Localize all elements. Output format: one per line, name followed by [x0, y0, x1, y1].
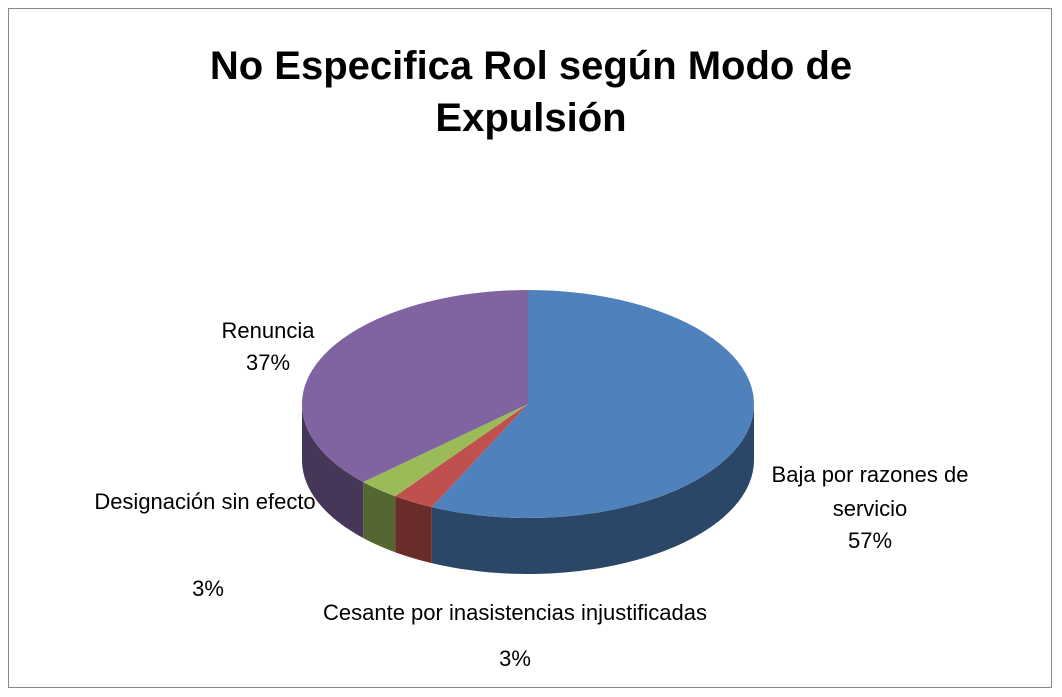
slice [395, 404, 528, 508]
slice-value-label: 3% [499, 646, 531, 671]
slice-label: Cesante por inasistencias injustificadas [323, 600, 707, 625]
slice-label: Renuncia [221, 318, 315, 343]
slice [302, 290, 528, 483]
slice-value-label: 3% [192, 576, 224, 601]
slice-side [395, 496, 432, 564]
chart-border [8, 8, 1052, 688]
slice-side [431, 404, 754, 574]
chart-title: No Especifica Rol según Modo de Expulsió… [209, 44, 853, 140]
slice-side [363, 482, 396, 553]
slice [363, 404, 528, 497]
slice-value-label: 37% [245, 350, 291, 375]
slice [431, 290, 754, 518]
slice-label: Designación sin efecto [94, 489, 316, 514]
slice-side [302, 404, 364, 539]
slice-value-label: 57% [847, 528, 893, 553]
slice-label: Baja por razones de servicio [771, 462, 969, 521]
